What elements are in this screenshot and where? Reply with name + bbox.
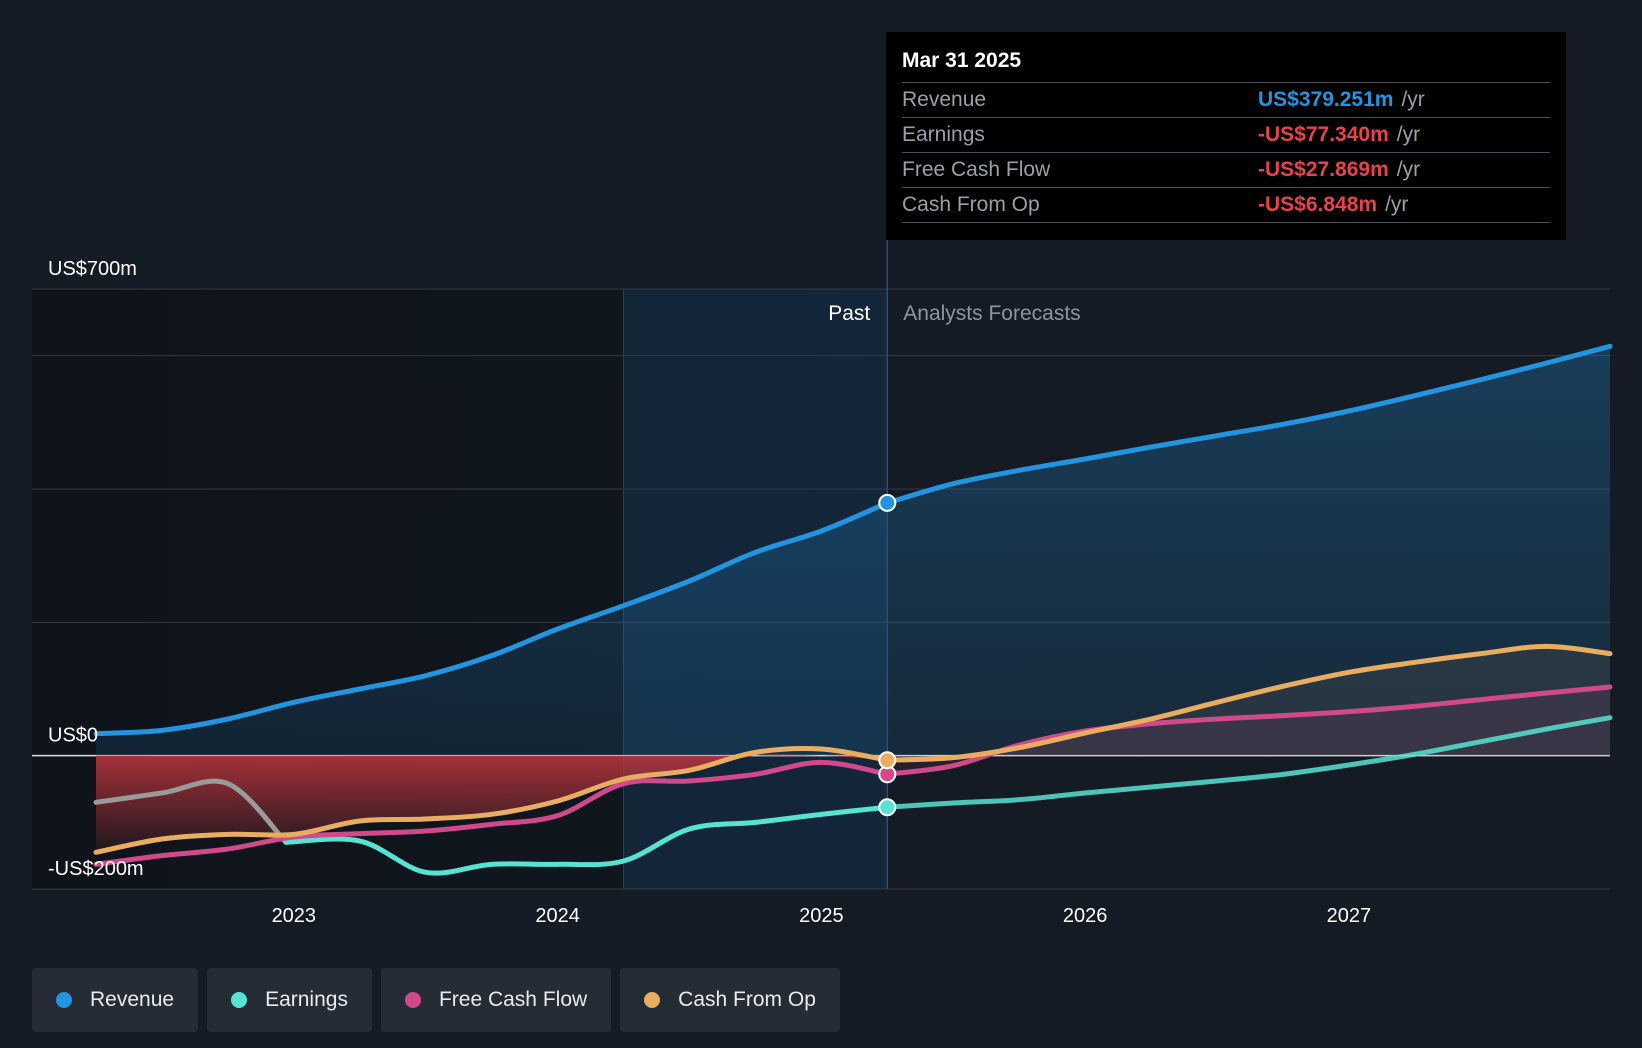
past-label: Past	[828, 302, 870, 325]
tooltip-value: US$379.251m	[1258, 88, 1394, 111]
tooltip-value: -US$77.340m	[1258, 123, 1389, 146]
cash-from-op-forecast-area	[887, 646, 1610, 761]
tooltip-label: Revenue	[902, 88, 987, 111]
tooltip-unit: /yr	[1385, 193, 1409, 216]
x-axis-tick-label: 2026	[1063, 905, 1108, 927]
tooltip-row-cash-from-op: Cash From Op -US$6.848m /yr	[902, 187, 1550, 223]
tooltip-row-revenue: Revenue US$379.251m /yr	[902, 82, 1550, 117]
revenue-area	[96, 346, 1610, 756]
tooltip-label: Earnings	[902, 123, 985, 146]
tooltip-unit: /yr	[1401, 88, 1425, 111]
free-cash-flow-past-line	[93, 759, 890, 867]
earnings-dot-icon	[231, 992, 248, 1008]
x-axis-tick-label: 2023	[272, 905, 317, 927]
y-axis-label: US$0	[48, 725, 98, 747]
tooltip-value: -US$6.848m	[1258, 193, 1378, 216]
x-axis-tick-label: 2025	[799, 905, 844, 927]
tooltip-row-free-cash-flow: Free Cash Flow -US$27.869m /yr	[902, 152, 1550, 187]
cash-from-op-marker	[878, 751, 897, 770]
revenue-forecast-line	[884, 343, 1613, 506]
x-axis-tick-label: 2024	[535, 905, 580, 927]
tooltip-label: Free Cash Flow	[902, 158, 1051, 181]
free-cash-flow-dot-icon	[404, 992, 421, 1008]
tooltip-unit: /yr	[1396, 158, 1421, 181]
tooltip-row-earnings: Earnings -US$77.340m /yr	[902, 117, 1550, 152]
tooltip-value: -US$27.869m	[1258, 158, 1389, 181]
legend-item-cash-from-op[interactable]: Cash From Op	[620, 968, 840, 1032]
earnings-marker	[878, 798, 897, 817]
y-axis-label: US$700m	[48, 258, 137, 280]
tooltip-label: Cash From Op	[902, 193, 1040, 216]
cash-from-op-forecast-line	[884, 643, 1613, 763]
cash-from-op-past-line	[93, 745, 890, 855]
revenue-past-line	[93, 500, 890, 737]
x-axis-tick-label: 2027	[1327, 905, 1372, 927]
legend-label: Revenue	[90, 988, 175, 1011]
revenue-marker	[878, 493, 897, 512]
legend-label: Free Cash Flow	[438, 988, 588, 1011]
legend-label: Earnings	[265, 988, 348, 1011]
chart-legend: Revenue Earnings Free Cash Flow Cash Fro…	[32, 968, 840, 1032]
tooltip-date: Mar 31 2025	[902, 49, 1022, 72]
negative-area	[96, 754, 888, 853]
earnings-past-line-neutral	[93, 778, 289, 845]
cash-from-op-dot-icon	[644, 992, 661, 1008]
tooltip-unit: /yr	[1396, 123, 1421, 146]
data-tooltip: Mar 31 2025 Revenue US$379.251m /yr Earn…	[886, 32, 1566, 240]
legend-item-free-cash-flow[interactable]: Free Cash Flow	[380, 968, 612, 1032]
earnings-past-line	[283, 804, 890, 876]
y-axis-label: -US$200m	[48, 858, 144, 880]
revenue-dot-icon	[56, 992, 72, 1008]
legend-item-revenue[interactable]: Revenue	[32, 968, 199, 1032]
legend-label: Cash From Op	[678, 988, 816, 1011]
earnings-forecast-line	[884, 715, 1613, 810]
legend-item-earnings[interactable]: Earnings	[207, 968, 372, 1032]
forecast-label: Analysts Forecasts	[903, 302, 1080, 325]
